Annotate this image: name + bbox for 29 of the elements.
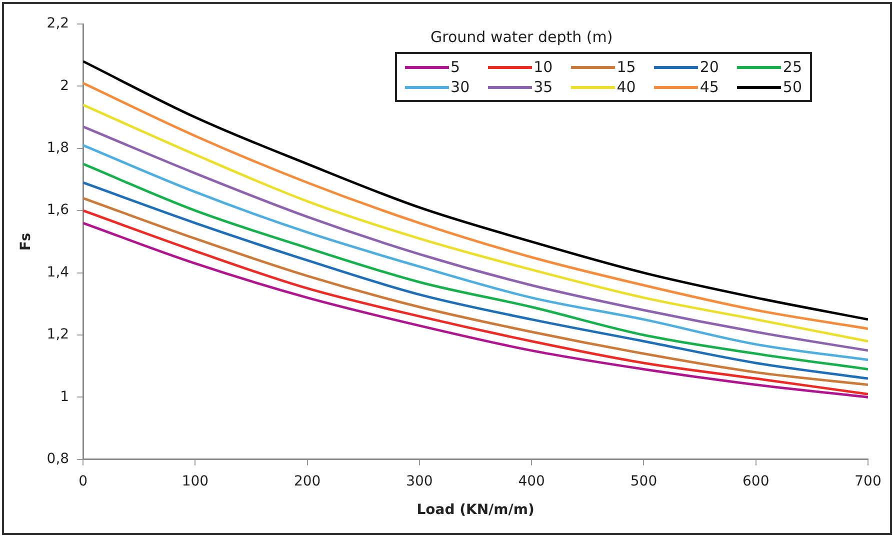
legend-label: 15 [616,58,636,76]
x-tick-label: 600 [742,473,770,490]
y-tick-label: 1,6 [46,202,70,218]
x-tick-label: 0 [78,473,88,490]
x-tick-label: 300 [406,473,433,490]
y-tick-label: 0,8 [46,451,70,468]
x-tick-label: 200 [294,473,321,490]
y-tick-label: 1 [60,388,70,405]
legend-label: 10 [534,58,553,76]
legend-label: 5 [450,58,460,76]
x-tick-label: 500 [630,473,658,490]
y-tick-label: 2 [60,78,70,94]
legend-title: Ground water depth (m) [430,28,614,46]
legend-label: 25 [782,58,802,76]
x-axis-title: Load (KN/m/m) [416,502,534,518]
y-tick-label: 1,2 [46,326,70,343]
y-tick-label: 1,4 [46,264,70,280]
y-tick-label: 2,2 [46,16,70,32]
legend-label: 45 [700,78,719,96]
legend-label: 50 [782,78,802,96]
x-tick-label: 700 [854,473,882,490]
y-axis-title: Fs [18,232,34,251]
legend-label: 35 [534,78,553,96]
y-tick-label: 1,8 [46,140,70,156]
legend-label: 30 [450,78,470,96]
legend-label: 20 [700,58,719,76]
x-tick-label: 100 [182,473,209,490]
legend-label: 40 [616,78,636,96]
x-tick-label: 400 [518,473,545,490]
